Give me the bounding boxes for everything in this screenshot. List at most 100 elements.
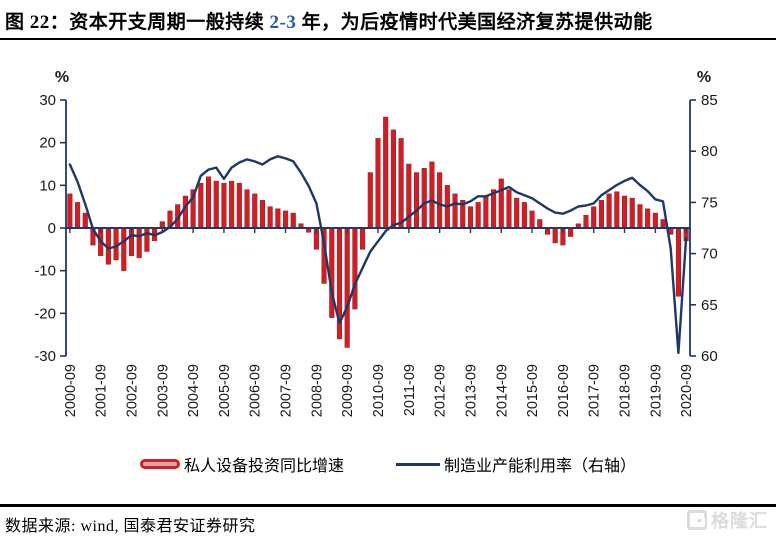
investment-bar bbox=[583, 214, 589, 229]
left-axis-tick-label: 10 bbox=[39, 177, 56, 194]
x-axis-tick-label: 2009-09 bbox=[340, 364, 356, 417]
investment-bar bbox=[475, 202, 481, 229]
investment-bar bbox=[221, 182, 227, 229]
x-axis-tick-label: 2016-09 bbox=[556, 364, 572, 417]
investment-bar bbox=[452, 193, 458, 229]
investment-bar bbox=[537, 219, 543, 229]
x-axis-tick-label: 2015-09 bbox=[525, 364, 541, 417]
investment-bar bbox=[367, 172, 373, 229]
investment-bar bbox=[421, 168, 427, 229]
investment-bar bbox=[521, 202, 527, 229]
investment-bar bbox=[283, 210, 289, 229]
investment-bar bbox=[82, 212, 88, 229]
investment-bar bbox=[483, 195, 489, 229]
x-axis-tick-label: 2008-09 bbox=[309, 364, 325, 417]
investment-bar bbox=[259, 200, 265, 229]
investment-bar bbox=[398, 138, 404, 229]
x-axis-tick-label: 2010-09 bbox=[371, 364, 387, 417]
investment-bar bbox=[552, 227, 558, 244]
investment-bar bbox=[244, 189, 250, 229]
investment-bar bbox=[352, 227, 358, 310]
investment-bar bbox=[437, 172, 443, 229]
investment-bar bbox=[621, 195, 628, 229]
gelonghui-watermark: 格隆汇 bbox=[686, 507, 768, 533]
investment-bar bbox=[652, 212, 658, 229]
x-axis-tick-label: 2011-09 bbox=[402, 364, 418, 416]
x-axis-tick-label: 2000-09 bbox=[63, 364, 79, 417]
title-divider bbox=[0, 38, 776, 40]
investment-bar bbox=[229, 180, 235, 229]
investment-bar bbox=[629, 197, 635, 229]
investment-bar bbox=[506, 189, 512, 229]
investment-bar bbox=[614, 191, 620, 229]
chart-legend: 私人设备投资同比增速 制造业产能利用率（右轴） bbox=[0, 452, 776, 476]
investment-bar bbox=[383, 116, 389, 229]
right-axis-tick-label: 70 bbox=[701, 246, 718, 263]
x-axis-tick-label: 2002-09 bbox=[124, 364, 140, 417]
x-axis-tick-label: 2014-09 bbox=[494, 364, 510, 417]
left-axis-tick-label: -10 bbox=[34, 263, 56, 280]
x-axis-tick-label: 2012-09 bbox=[433, 364, 449, 417]
right-axis-tick-label: 60 bbox=[701, 348, 718, 365]
chart-title-suffix: 年，为后疫情时代美国经济复苏提供动能 bbox=[296, 12, 653, 33]
investment-bar bbox=[598, 200, 604, 229]
investment-bar bbox=[645, 208, 651, 229]
investment-bar bbox=[413, 172, 420, 229]
investment-bar bbox=[467, 206, 473, 229]
x-axis-tick-label: 2004-09 bbox=[186, 364, 202, 417]
x-axis-tick-label: 2020-09 bbox=[679, 364, 695, 417]
bar-series-key-icon bbox=[139, 459, 180, 469]
data-source-text: 数据来源: wind, 国泰君安证券研究 bbox=[5, 518, 256, 535]
investment-bar bbox=[267, 206, 273, 229]
investment-bar bbox=[591, 206, 597, 229]
investment-bar bbox=[344, 227, 350, 348]
investment-bar bbox=[360, 227, 366, 250]
chart-title-prefix: 图 22：资本开支周期一般持续 bbox=[5, 12, 270, 33]
investment-bar bbox=[236, 182, 242, 229]
investment-bar bbox=[498, 178, 504, 229]
right-axis-tick-label: 80 bbox=[701, 143, 718, 160]
investment-bar bbox=[75, 202, 81, 229]
x-axis-tick-label: 2017-09 bbox=[587, 364, 603, 417]
left-axis-tick-label: 20 bbox=[39, 135, 56, 152]
line-series-key-icon bbox=[396, 462, 440, 466]
investment-bar bbox=[514, 197, 520, 229]
chart-title: 图 22：资本开支周期一般持续 2-3 年，为后疫情时代美国经济复苏提供动能 bbox=[5, 7, 774, 34]
legend-item-line: 制造业产能利用率（右轴） bbox=[396, 452, 636, 476]
investment-bar bbox=[144, 227, 150, 252]
investment-bar bbox=[121, 227, 127, 271]
x-axis-tick-label: 2007-09 bbox=[279, 364, 295, 417]
left-axis-tick-label: -30 bbox=[34, 348, 56, 365]
line-series-label: 制造业产能利用率（右轴） bbox=[444, 458, 637, 475]
left-axis-tick-label: -20 bbox=[34, 305, 56, 322]
investment-bar bbox=[429, 161, 435, 229]
chart-title-highlight: 2-3 bbox=[269, 12, 297, 33]
investment-bar bbox=[390, 129, 396, 229]
left-axis-tick-label: 0 bbox=[48, 220, 56, 237]
investment-bar bbox=[213, 180, 219, 229]
footer-divider bbox=[0, 504, 776, 507]
investment-bar bbox=[205, 176, 212, 229]
investment-bar bbox=[329, 227, 335, 318]
investment-bar bbox=[660, 219, 666, 229]
capacity-utilization-line bbox=[68, 155, 688, 355]
investment-bar bbox=[198, 182, 204, 229]
investment-bar bbox=[252, 193, 258, 229]
investment-bar bbox=[637, 204, 643, 229]
investment-bar bbox=[275, 208, 281, 229]
right-axis-unit-label: % bbox=[697, 69, 711, 86]
legend-item-bars: 私人设备投资同比增速 bbox=[139, 452, 344, 476]
x-axis-tick-label: 2018-09 bbox=[618, 364, 634, 417]
left-axis-tick-label: 30 bbox=[39, 92, 56, 109]
combo-chart: 30 20 10 0 -10 -20 -30 85 80 75 70 65 60% % 2000-09 200… bbox=[34, 69, 718, 417]
investment-bar bbox=[606, 193, 612, 229]
x-axis-tick-label: 2013-09 bbox=[463, 364, 479, 417]
x-axis-tick-label: 2005-09 bbox=[217, 364, 233, 417]
investment-bar bbox=[675, 227, 681, 297]
gelonghui-logo-icon bbox=[687, 510, 707, 530]
right-axis-tick-label: 85 bbox=[701, 92, 718, 109]
x-axis-tick-label: 2019-09 bbox=[648, 364, 664, 417]
x-axis-tick-label: 2006-09 bbox=[248, 364, 264, 417]
investment-bar bbox=[491, 189, 497, 229]
investment-bar bbox=[375, 138, 381, 229]
